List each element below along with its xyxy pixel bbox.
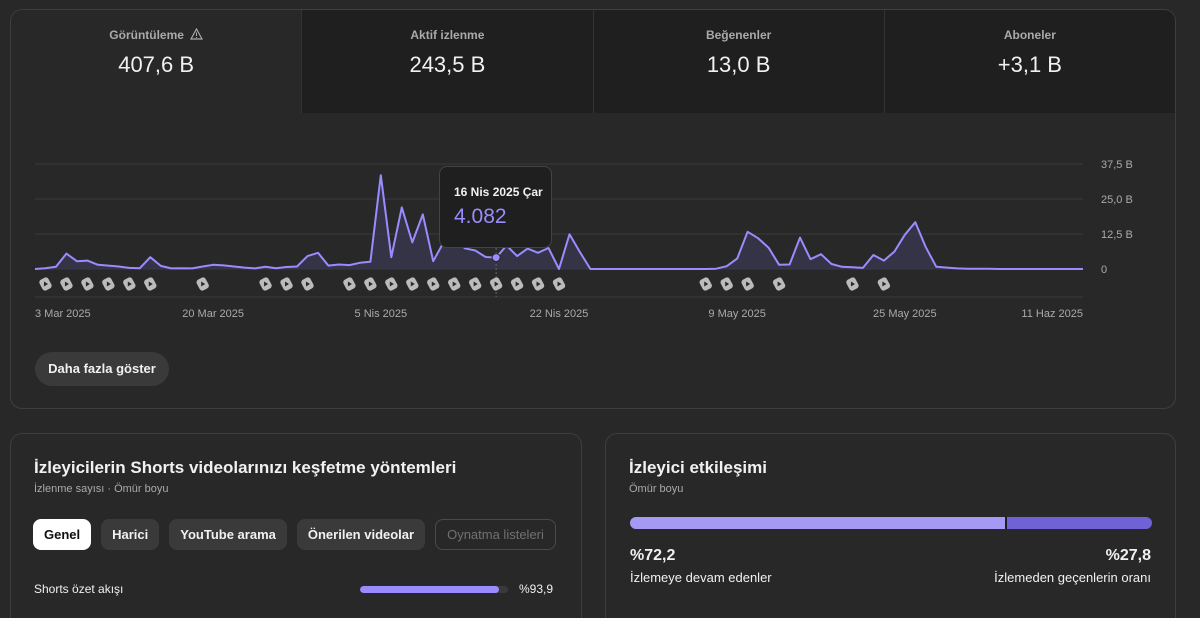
- source-value: %93,9: [519, 582, 554, 596]
- shorts-icon[interactable]: [59, 276, 73, 291]
- shorts-icon[interactable]: [719, 276, 733, 291]
- shorts-icon[interactable]: [122, 276, 136, 291]
- list-item: Shorts özet akışı %93,9: [34, 580, 554, 600]
- tooltip-value: 4.082: [454, 205, 507, 228]
- shorts-icon[interactable]: [300, 276, 314, 291]
- show-more-button[interactable]: Daha fazla göster: [35, 352, 169, 386]
- engagement-subtitle: Ömür boyu: [629, 483, 684, 495]
- shorts-icon[interactable]: [38, 276, 52, 291]
- likes-value: 13,0 B: [706, 52, 771, 77]
- active-watch-value: 243,5 B: [409, 52, 486, 77]
- chip-playlists: Oynatma listeleri: [435, 519, 556, 550]
- x-tick-label: 25 May 2025: [873, 308, 937, 320]
- likes-label: Beğenenler: [705, 28, 772, 42]
- x-tick-label: 20 Mar 2025: [182, 308, 244, 320]
- shorts-icon[interactable]: [426, 276, 440, 291]
- metric-tabs: Görüntüleme 407,6 B Aktif izlenme 243,5 …: [11, 10, 1175, 113]
- shorts-icon[interactable]: [80, 276, 94, 291]
- tab-likes[interactable]: Beğenenler 13,0 B: [592, 10, 884, 113]
- y-tick-label: 25,0 B: [1101, 194, 1133, 206]
- continue-label: İzlemeye devam edenler: [630, 570, 772, 585]
- y-tick-label: 0: [1101, 264, 1107, 276]
- source-bar: [360, 586, 508, 593]
- tooltip-date: 16 Nis 2025 Çar: [454, 185, 543, 199]
- shorts-icon[interactable]: [489, 276, 503, 291]
- shorts-icon[interactable]: [258, 276, 272, 291]
- tab-active-watch[interactable]: Aktif izlenme 243,5 B: [301, 10, 593, 113]
- analytics-card: Görüntüleme 407,6 B Aktif izlenme 243,5 …: [10, 9, 1176, 409]
- x-tick-label: 5 Nis 2025: [355, 308, 408, 320]
- engagement-title: İzleyici etkileşimi: [629, 458, 767, 477]
- continue-percent: %72,2: [630, 547, 676, 564]
- shorts-icon[interactable]: [740, 276, 754, 291]
- shorts-icon[interactable]: [405, 276, 419, 291]
- engagement-card: İzleyici etkileşimi Ömür boyu %72,2 %27,…: [605, 433, 1176, 618]
- skip-label: İzlemeden geçenlerin oranı: [994, 570, 1151, 585]
- warning-triangle-icon[interactable]: [189, 28, 203, 40]
- chip-general[interactable]: Genel: [33, 519, 92, 550]
- x-tick-label: 3 Mar 2025: [35, 308, 91, 320]
- shorts-icon[interactable]: [101, 276, 115, 291]
- shorts-icon[interactable]: [363, 276, 377, 291]
- shorts-icon[interactable]: [877, 276, 891, 291]
- active-watch-label: Aktif izlenme: [410, 28, 485, 42]
- views-value: 407,6 B: [118, 52, 195, 77]
- shorts-icon[interactable]: [510, 276, 524, 291]
- chip-youtube-search[interactable]: YouTube arama: [169, 519, 287, 550]
- shorts-icon[interactable]: [531, 276, 545, 291]
- x-tick-label: 9 May 2025: [708, 308, 765, 320]
- subscribers-value: +3,1 B: [997, 52, 1062, 77]
- views-chart[interactable]: 37,5 B 25,0 B 12,5 B 0 3 Mar 2025 20 Mar 2025…: [11, 10, 1176, 330]
- shorts-icon[interactable]: [342, 276, 356, 291]
- shorts-icon[interactable]: [384, 276, 398, 291]
- chip-suggested-videos[interactable]: Önerilen videolar: [296, 519, 426, 550]
- y-tick-label: 12,5 B: [1101, 229, 1133, 241]
- traffic-source-chips: Genel Harici YouTube arama Önerilen vide…: [33, 519, 556, 550]
- chip-external[interactable]: Harici: [101, 519, 160, 550]
- discovery-card: İzleyicilerin Shorts videolarınızı keşfe…: [10, 433, 582, 618]
- hover-dot: [491, 253, 501, 263]
- shorts-icon[interactable]: [195, 276, 209, 291]
- discovery-subtitle: İzlenme sayısı · Ömür boyu: [34, 483, 169, 495]
- skip-percent: %27,8: [1105, 547, 1151, 564]
- x-tick-label: 22 Nis 2025: [530, 308, 589, 320]
- y-tick-label: 37,5 B: [1101, 159, 1133, 171]
- shorts-icon[interactable]: [772, 276, 786, 291]
- continue-bar-segment: [630, 517, 1007, 529]
- shorts-icon[interactable]: [468, 276, 482, 291]
- shorts-icon[interactable]: [279, 276, 293, 291]
- discovery-title: İzleyicilerin Shorts videolarınızı keşfe…: [34, 458, 457, 477]
- chart-tooltip: 16 Nis 2025 Çar 4.082: [439, 166, 552, 248]
- skip-bar-segment: [1006, 517, 1152, 529]
- tab-views[interactable]: Görüntüleme 407,6 B: [11, 10, 302, 113]
- source-bar-fill: [360, 586, 499, 593]
- x-tick-label: 11 Haz 2025: [1021, 308, 1083, 320]
- shorts-icon[interactable]: [143, 276, 157, 291]
- series-area: [35, 175, 1083, 269]
- source-label: Shorts özet akışı: [34, 582, 124, 596]
- shorts-icon[interactable]: [698, 276, 712, 291]
- shorts-icon[interactable]: [552, 276, 566, 291]
- shorts-icon[interactable]: [447, 276, 461, 291]
- tab-subscribers[interactable]: Aboneler +3,1 B: [883, 10, 1175, 113]
- subscribers-label: Aboneler: [1003, 28, 1056, 42]
- views-label: Görüntüleme: [11, 28, 301, 42]
- engagement-bar: [630, 517, 1152, 529]
- shorts-icon[interactable]: [845, 276, 859, 291]
